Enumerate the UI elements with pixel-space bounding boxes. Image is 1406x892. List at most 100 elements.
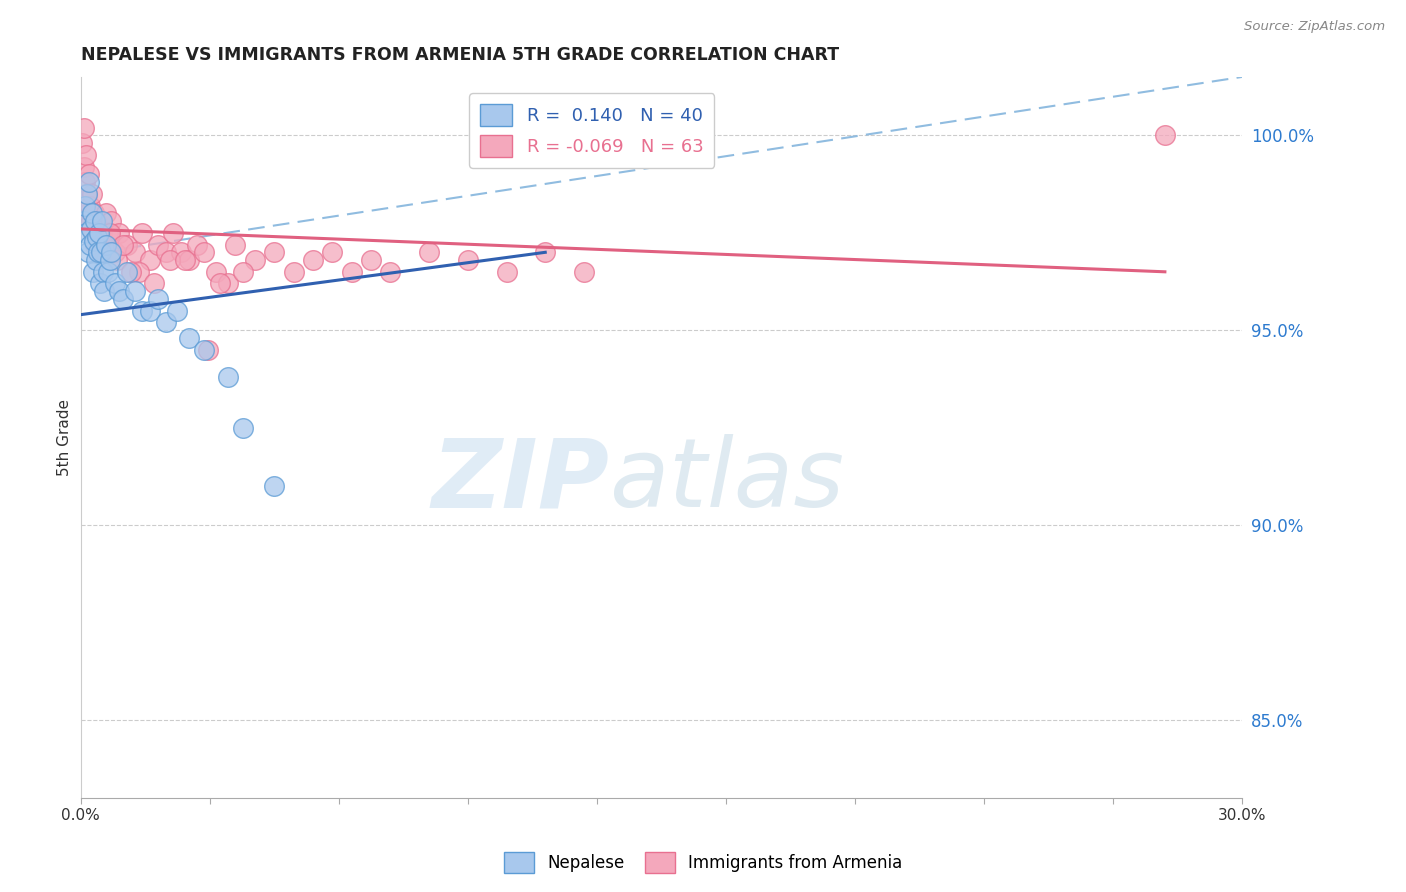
Point [115,265,138,279]
Point [112,292,135,306]
Point [193,343,215,357]
Point [128,265,150,279]
Point [72,136,94,150]
Point [76,186,98,201]
Point [75,226,97,240]
Point [572,265,595,279]
Point [84,253,107,268]
Point [143,277,166,291]
Point [170,245,193,260]
Legend: R =  0.140   N = 40, R = -0.069   N = 63: R = 0.140 N = 40, R = -0.069 N = 63 [470,93,714,168]
Point [177,331,200,345]
Legend: Nepalese, Immigrants from Armenia: Nepalese, Immigrants from Armenia [498,846,908,880]
Point [83,206,105,220]
Point [340,265,363,279]
Point [90,226,112,240]
Point [90,245,112,260]
Point [105,253,128,268]
Point [93,237,115,252]
Point [79,237,101,252]
Point [90,214,112,228]
Point [534,245,557,260]
Point [232,421,254,435]
Point [75,175,97,189]
Point [100,214,122,228]
Point [91,265,114,279]
Point [79,198,101,212]
Point [77,245,100,260]
Point [380,265,402,279]
Point [263,245,285,260]
Point [177,253,200,268]
Point [131,226,153,240]
Point [84,237,107,252]
Point [82,186,104,201]
Point [217,370,239,384]
Point [457,253,479,268]
Point [94,206,117,220]
Point [104,245,127,260]
Point [155,316,177,330]
Point [302,253,325,268]
Point [115,237,138,252]
Point [120,265,142,279]
Point [80,222,103,236]
Point [131,303,153,318]
Point [232,265,254,279]
Point [166,303,188,318]
Point [321,245,343,260]
Point [97,265,120,279]
Point [73,120,96,135]
Point [100,245,122,260]
Point [89,277,111,291]
Point [75,198,97,212]
Point [87,245,110,260]
Point [124,285,146,299]
Point [283,265,305,279]
Point [82,226,104,240]
Point [75,148,97,162]
Point [83,234,105,248]
Point [1154,128,1177,143]
Point [205,265,228,279]
Point [112,237,135,252]
Point [155,245,177,260]
Point [243,253,266,268]
Point [98,253,121,268]
Point [77,167,100,181]
Point [82,265,104,279]
Point [77,206,100,220]
Point [84,214,107,228]
Text: atlas: atlas [609,434,844,527]
Point [89,245,111,260]
Point [146,237,169,252]
Text: ZIP: ZIP [432,434,609,527]
Text: Source: ZipAtlas.com: Source: ZipAtlas.com [1244,20,1385,33]
Point [418,245,440,260]
Point [72,214,94,228]
Point [108,285,131,299]
Point [80,214,103,228]
Point [159,253,181,268]
Point [93,285,115,299]
Point [186,237,208,252]
Point [162,226,184,240]
Point [82,206,104,220]
Point [97,226,120,240]
Point [495,265,517,279]
Point [139,303,162,318]
Point [77,175,100,189]
Point [72,160,94,174]
Point [217,277,239,291]
Point [76,186,98,201]
Point [197,343,219,357]
Point [84,214,107,228]
Point [224,237,246,252]
Point [87,226,110,240]
Y-axis label: 5th Grade: 5th Grade [58,399,72,476]
Point [98,226,121,240]
Point [86,229,108,244]
Point [263,479,285,493]
Point [360,253,382,268]
Point [108,226,131,240]
